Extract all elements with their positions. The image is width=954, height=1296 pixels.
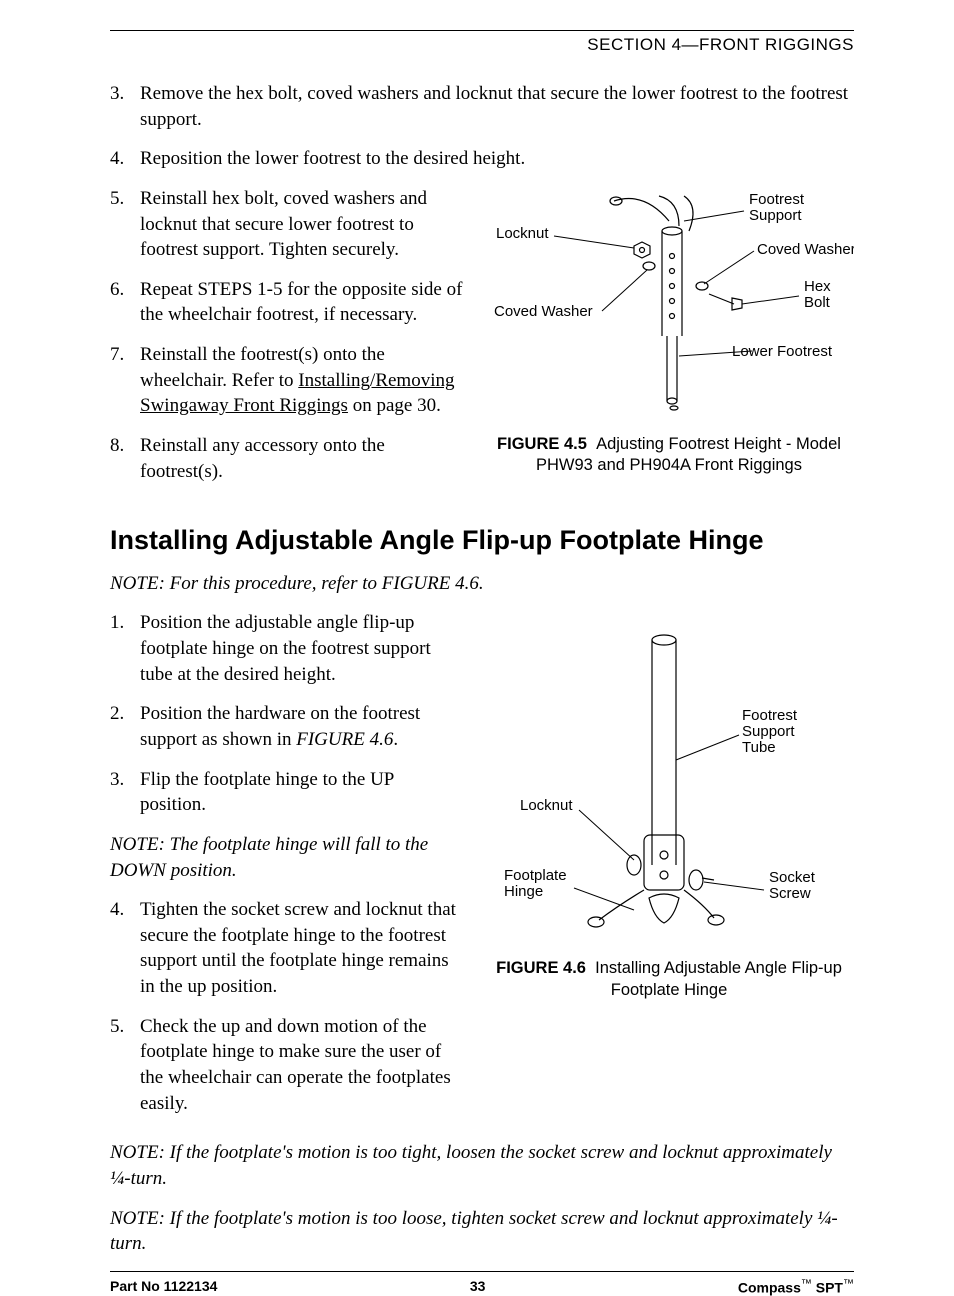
page-footer: Part No 1122134 33 Compass™ SPT™ <box>110 1271 854 1296</box>
page: SECTION 4—FRONT RIGGINGS Remove the hex … <box>0 0 954 1235</box>
step-3: Remove the hex bolt, coved washers and l… <box>140 81 854 132</box>
col-right-1: Locknut Footrest Support Coved Washer He… <box>484 186 854 477</box>
label-footrest-support-tube: Footrest Support Tube <box>742 707 801 756</box>
s2-step-2: Position the hardware on the footrest su… <box>140 701 464 752</box>
figure-4-6: Footrest Support Tube Locknut Footplate … <box>484 620 854 1001</box>
note-mid: NOTE: The footplate hinge will fall to t… <box>110 832 464 883</box>
fig46-cap-bold: FIGURE 4.6 <box>496 959 586 977</box>
footer-right: Compass™ SPT™ <box>738 1278 854 1296</box>
step-7: Reinstall the footrest(s) onto the wheel… <box>140 342 464 419</box>
s2-step-2-em: FIGURE 4.6 <box>296 729 393 750</box>
s2-step-5: Check the up and down motion of the foot… <box>140 1014 464 1117</box>
header-rule <box>110 30 854 31</box>
note-tight: NOTE: If the footplate's motion is too t… <box>110 1140 854 1191</box>
col-left-1: Reinstall hex bolt, coved washers and lo… <box>110 186 464 498</box>
steps-sec2-b: Tighten the socket screw and locknut tha… <box>110 897 464 1116</box>
figure-4-5: Locknut Footrest Support Coved Washer He… <box>484 186 854 477</box>
label-locknut-45: Locknut <box>496 225 549 242</box>
step-5: Reinstall hex bolt, coved washers and lo… <box>140 186 464 263</box>
note-ref-46: NOTE: For this procedure, refer to FIGUR… <box>110 571 854 597</box>
row-fig46: Position the adjustable angle flip-up fo… <box>110 610 854 1130</box>
fig45-cap-bold: FIGURE 4.5 <box>497 435 587 453</box>
label-locknut-46: Locknut <box>520 797 573 814</box>
col-left-2: Position the adjustable angle flip-up fo… <box>110 610 464 1130</box>
figure-4-5-caption: FIGURE 4.5 Adjusting Footrest Height - M… <box>484 434 854 477</box>
section-header: SECTION 4—FRONT RIGGINGS <box>110 35 854 55</box>
row-fig45: Reinstall hex bolt, coved washers and lo… <box>110 186 854 498</box>
fig46-cap-rest: Installing Adjustable Angle Flip-up Foot… <box>595 959 842 998</box>
s2-step-2-post: . <box>393 729 398 750</box>
label-lower-footrest: Lower Footrest <box>732 343 833 360</box>
footer-brand-b: SPT <box>816 1280 843 1296</box>
col-right-2: Footrest Support Tube Locknut Footplate … <box>484 610 854 1001</box>
step-7-post: on page 30. <box>348 395 441 416</box>
label-socket-screw: Socket Screw <box>769 869 819 902</box>
step-6: Repeat STEPS 1-5 for the opposite side o… <box>140 277 464 328</box>
label-hex-bolt: Hex Bolt <box>804 278 835 311</box>
footer-left: Part No 1122134 <box>110 1278 217 1296</box>
note-loose: NOTE: If the footplate's motion is too l… <box>110 1206 854 1257</box>
s2-step-4: Tighten the socket screw and locknut tha… <box>140 897 464 1000</box>
tm-icon-2: ™ <box>843 1278 854 1290</box>
steps-top-full: Remove the hex bolt, coved washers and l… <box>110 81 854 172</box>
s2-step-1: Position the adjustable angle flip-up fo… <box>140 610 464 687</box>
tm-icon: ™ <box>801 1278 812 1290</box>
page-body: Remove the hex bolt, coved washers and l… <box>110 81 854 1271</box>
label-coved-washer-l: Coved Washer <box>494 303 593 320</box>
s2-step-3: Flip the footplate hinge to the UP posit… <box>140 767 464 818</box>
figure-4-6-caption: FIGURE 4.6 Installing Adjustable Angle F… <box>484 958 854 1001</box>
label-footrest-support: Footrest Support <box>749 191 808 224</box>
steps-top-left: Reinstall hex bolt, coved washers and lo… <box>110 186 464 484</box>
label-footplate-hinge: Footplate Hinge <box>504 867 571 900</box>
label-coved-washer-r: Coved Washer <box>757 241 854 258</box>
footer-center: 33 <box>470 1278 486 1296</box>
section-title-2: Installing Adjustable Angle Flip-up Foot… <box>110 522 854 558</box>
steps-sec2-a: Position the adjustable angle flip-up fo… <box>110 610 464 817</box>
step-4: Reposition the lower footrest to the des… <box>140 146 854 172</box>
step-8: Reinstall any accessory onto the footres… <box>140 433 464 484</box>
footer-brand-a: Compass <box>738 1280 801 1296</box>
